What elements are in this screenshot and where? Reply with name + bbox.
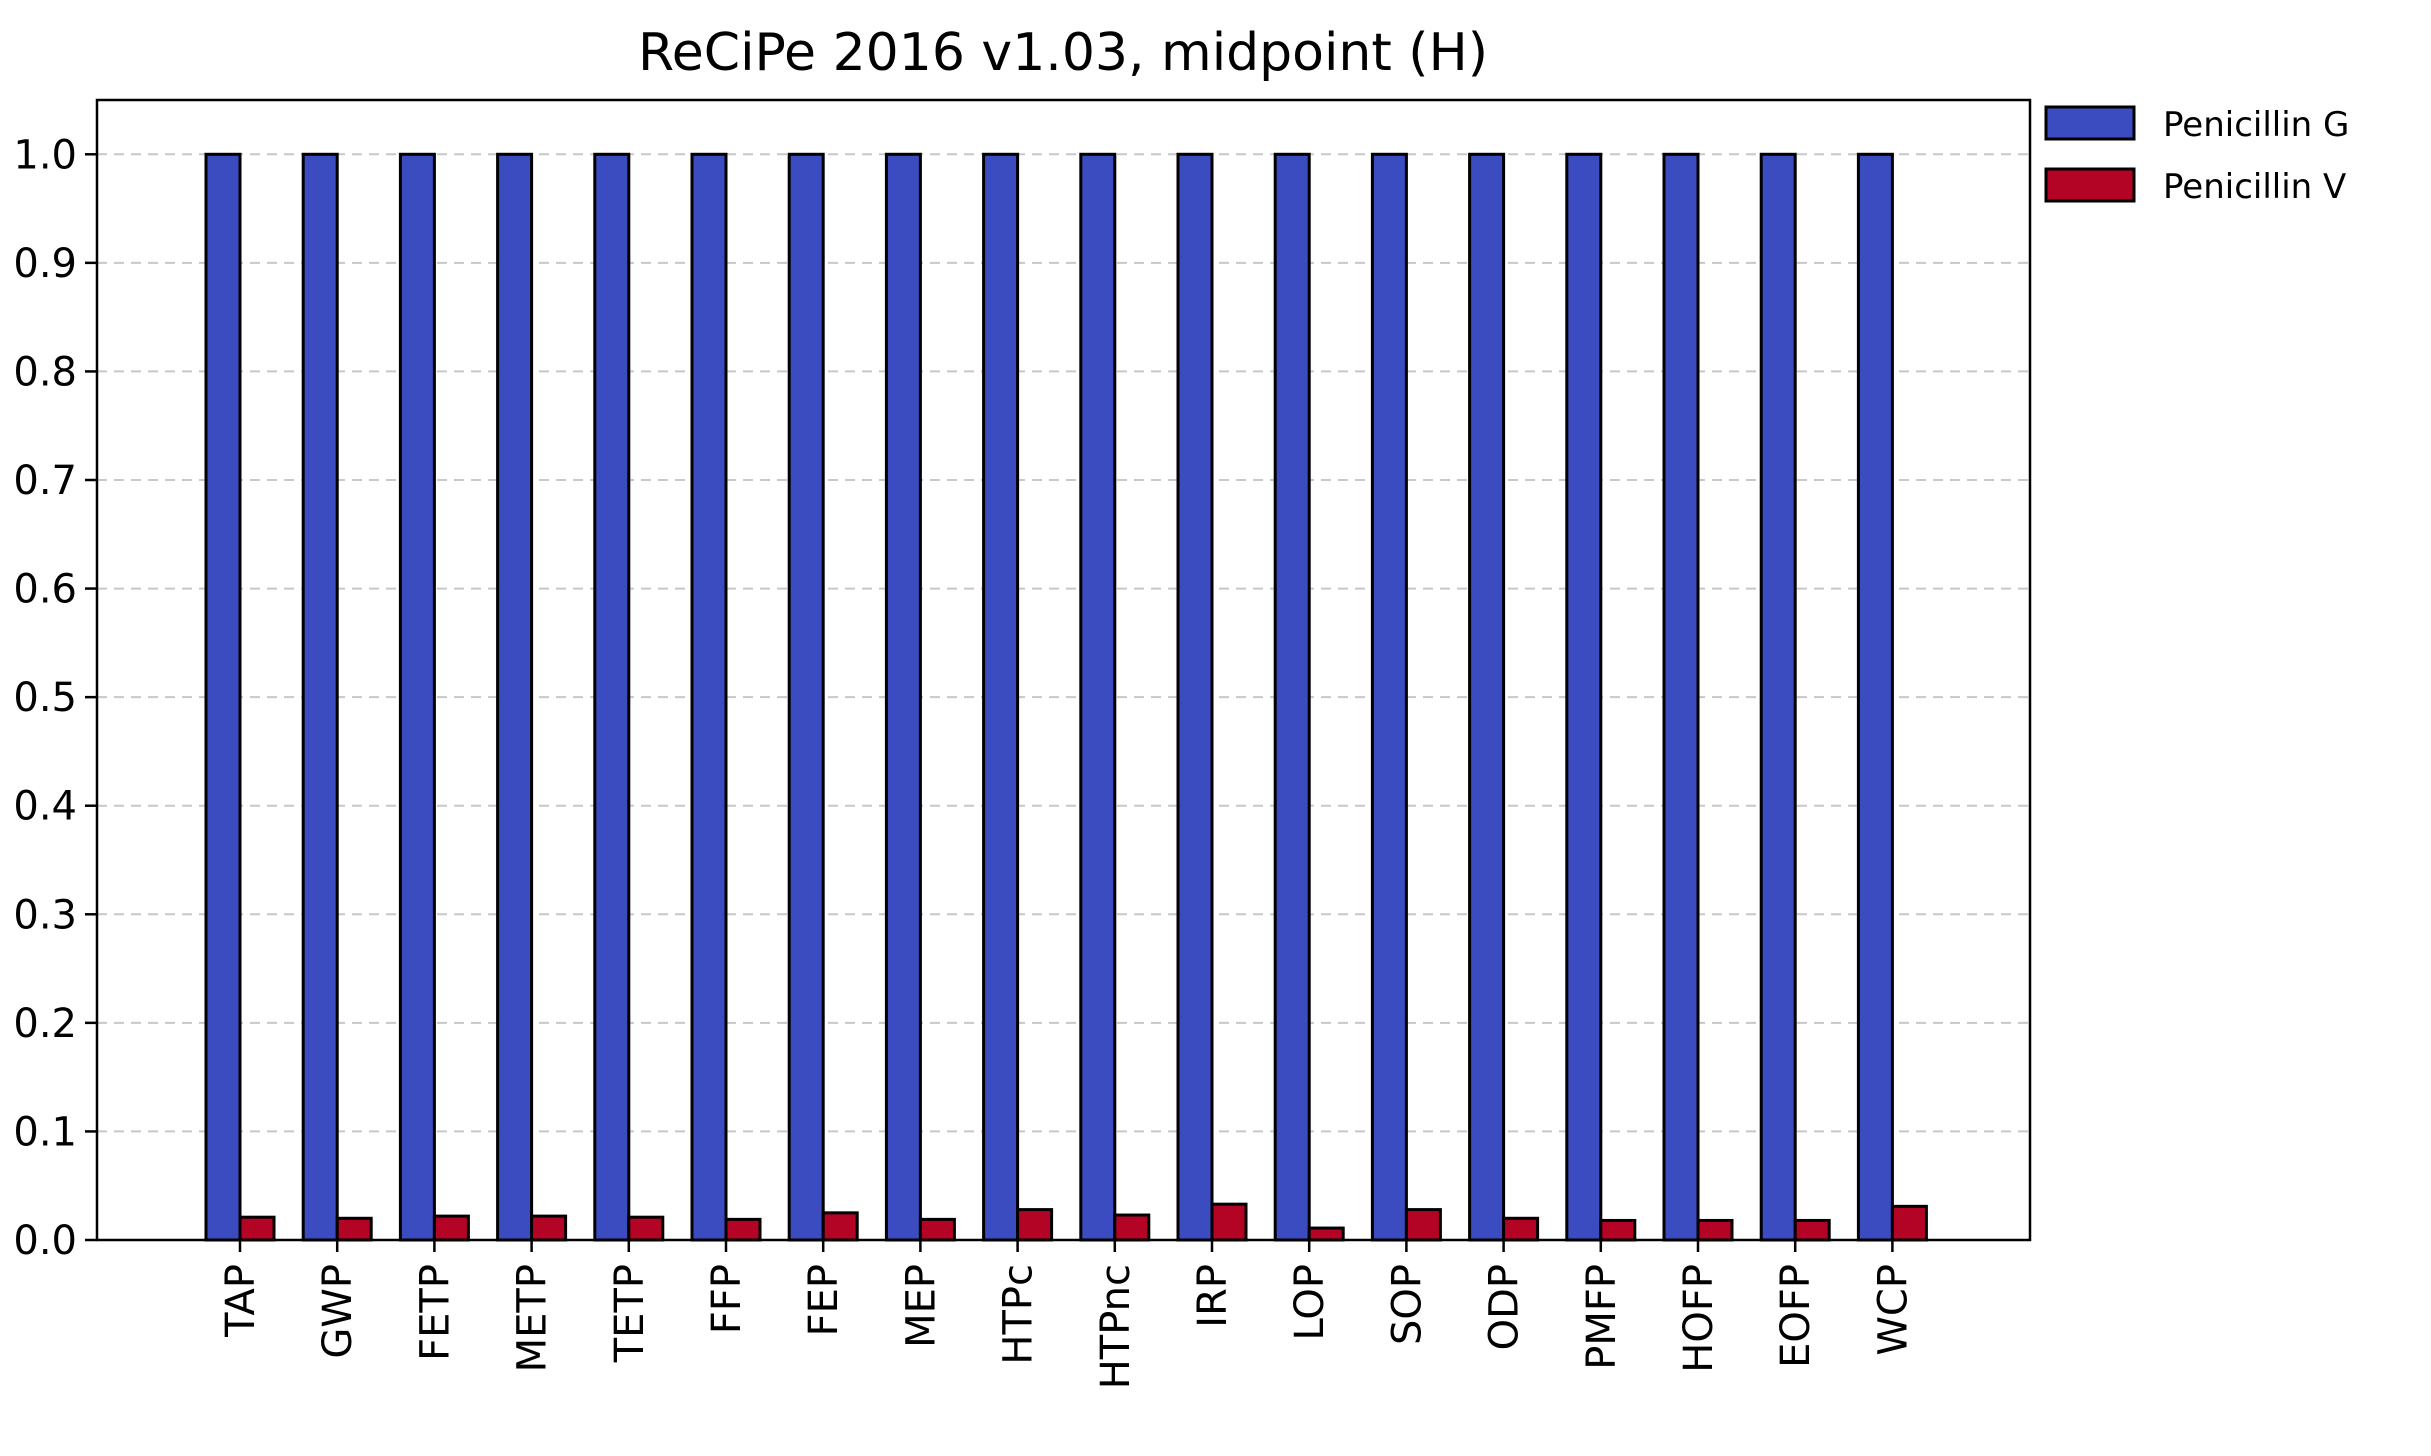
bar-penicillin-g-tetp[interactable] [593,152,631,1242]
y-tick-label: 0.2 [13,1001,77,1047]
bar-penicillin-v-gwp[interactable] [335,1216,373,1242]
y-axis-ticks: 0.0 0.1 0.2 0.3 0.4 0.5 0.6 0.7 0.8 0.9 1.0 [13,132,97,1264]
y-tick-label: 0.0 [13,1218,77,1264]
bar-penicillin-g-wcp[interactable] [1856,152,1894,1242]
chart-title: ReCiPe 2016 v1.03, midpoint (H) [638,23,1488,83]
bar-penicillin-g-metp[interactable] [496,152,534,1242]
bar-penicillin-g-htpnc[interactable] [1079,152,1117,1242]
bar-penicillin-v-lop[interactable] [1307,1226,1345,1242]
bar-penicillin-g-htpc[interactable] [982,152,1020,1242]
bar-penicillin-v-ffp[interactable] [724,1217,762,1242]
bar-penicillin-g-gwp[interactable] [301,152,339,1242]
legend-swatch-penicillin-g [2044,105,2136,141]
y-tick-label: 0.5 [13,675,77,721]
bar-penicillin-v-htpc[interactable] [1016,1208,1054,1242]
legend-label: Penicillin V [2163,167,2346,207]
bar-penicillin-v-hofp[interactable] [1696,1218,1734,1242]
x-tick-label: MEP [898,1264,944,1348]
legend-swatch-penicillin-v [2044,167,2136,203]
bar-penicillin-v-odp[interactable] [1502,1216,1540,1242]
bar-penicillin-v-tetp[interactable] [627,1215,665,1242]
legend-label: Penicillin G [2163,105,2349,145]
bar-penicillin-v-htpnc[interactable] [1113,1213,1151,1242]
x-tick-label: GWP [315,1264,361,1359]
x-tick-label: FETP [412,1264,458,1361]
y-tick-label: 0.8 [13,349,77,395]
bar-penicillin-v-wcp[interactable] [1890,1204,1928,1242]
bar-penicillin-g-pmfp[interactable] [1565,152,1603,1242]
y-tick-label: 1.0 [13,132,77,178]
bar-penicillin-v-metp[interactable] [530,1214,568,1242]
bar-penicillin-g-ffp[interactable] [690,152,728,1242]
y-tick-label: 0.6 [13,567,77,613]
plot-frame [95,98,2032,1242]
x-tick-label: HTPnc [1093,1264,1139,1389]
bar-penicillin-v-sop[interactable] [1404,1208,1442,1242]
y-tick-label: 0.3 [13,892,77,938]
grid-lines [97,153,2030,1133]
x-tick-label: TETP [607,1264,653,1363]
x-tick-label: HTPc [996,1264,1042,1365]
bar-penicillin-g-irp[interactable] [1176,152,1214,1242]
bar-penicillin-v-irp[interactable] [1210,1202,1248,1242]
bar-penicillin-v-fetp[interactable] [432,1214,470,1242]
x-tick-label: METP [510,1264,556,1372]
bar-penicillin-g-sop[interactable] [1370,152,1408,1242]
bar-penicillin-v-mep[interactable] [918,1217,956,1242]
bars [204,152,1928,1242]
x-tick-label: IRP [1190,1264,1236,1328]
x-tick-label: LOP [1287,1264,1333,1340]
y-tick-label: 0.1 [13,1109,77,1155]
bar-penicillin-g-hofp[interactable] [1662,152,1700,1242]
bar-penicillin-g-fep[interactable] [787,152,825,1242]
x-tick-label: SOP [1384,1264,1430,1345]
y-tick-label: 0.9 [13,241,77,287]
y-tick-label: 0.4 [13,784,77,830]
bar-penicillin-v-pmfp[interactable] [1599,1218,1637,1242]
bar-penicillin-g-fetp[interactable] [398,152,436,1242]
legend[interactable]: Penicillin G Penicillin V [2044,97,2425,217]
x-tick-label: ODP [1482,1264,1528,1350]
bar-penicillin-v-fep[interactable] [821,1211,859,1242]
x-tick-label: EOFP [1773,1264,1819,1368]
bar-penicillin-g-odp[interactable] [1468,152,1506,1242]
x-tick-label: HOFP [1676,1264,1722,1373]
x-axis-ticks: TAP GWP FETP METP TETP FFP FEP MEP HTPc HTPnc IRP L… [218,1240,1916,1389]
x-tick-label: FFP [704,1264,750,1334]
bar-penicillin-v-eofp[interactable] [1793,1218,1831,1242]
bar-penicillin-g-eofp[interactable] [1759,152,1797,1242]
x-tick-label: WCP [1870,1264,1916,1356]
x-tick-label: TAP [218,1264,264,1338]
y-tick-label: 0.7 [13,458,77,504]
x-tick-label: PMFP [1579,1264,1625,1370]
bar-penicillin-g-tap[interactable] [204,152,242,1242]
x-tick-label: FEP [801,1264,847,1336]
bar-penicillin-g-lop[interactable] [1273,152,1311,1242]
bar-penicillin-v-tap[interactable] [238,1215,276,1242]
bar-penicillin-g-mep[interactable] [884,152,922,1242]
